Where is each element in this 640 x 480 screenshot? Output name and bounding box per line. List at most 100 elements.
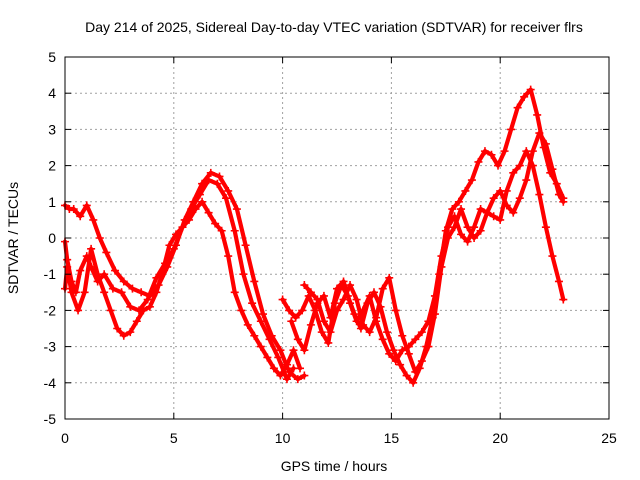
y-tick-label: 5: [48, 49, 56, 65]
data-point: [300, 371, 309, 380]
data-point: [424, 342, 433, 351]
data-point: [232, 205, 241, 214]
data-point: [535, 129, 544, 138]
data-point: [372, 313, 381, 322]
data-point: [126, 302, 135, 311]
data-point: [213, 179, 222, 188]
data-point: [76, 212, 85, 221]
data-point: [224, 252, 233, 261]
data-point: [385, 349, 394, 358]
data-point: [509, 168, 518, 177]
data-point: [80, 288, 89, 297]
data-point: [269, 364, 278, 373]
data-point: [106, 306, 115, 315]
data-point: [95, 234, 104, 242]
data-point: [480, 147, 489, 156]
data-point: [496, 215, 505, 224]
data-point: [198, 179, 207, 188]
data-point: [117, 288, 126, 297]
data-point: [476, 226, 485, 235]
data-point: [154, 281, 163, 290]
data-point: [391, 306, 400, 315]
data-point: [339, 277, 348, 286]
data-point: [211, 219, 220, 228]
data-point: [215, 172, 224, 181]
data-point: [293, 335, 302, 344]
data-point: [383, 328, 392, 337]
data-point: [263, 353, 272, 362]
data-point: [189, 197, 198, 206]
x-tick-label: 5: [170, 430, 178, 446]
data-point: [457, 205, 466, 214]
data-point: [417, 357, 426, 366]
chart-title: Day 214 of 2025, Sidereal Day-to-day VTE…: [85, 19, 583, 35]
y-axis-label: SDTVAR / TECUs: [5, 182, 21, 294]
data-point: [237, 306, 246, 315]
x-tick-label: 15: [384, 430, 400, 446]
data-point: [259, 310, 268, 319]
data-point: [396, 360, 405, 369]
data-point: [198, 197, 207, 206]
data-point: [243, 320, 252, 329]
data-point: [391, 357, 400, 366]
axes: 0 5 10 15 20 25 -5 -4 -3 -2 -1 0 1 2 3 4 5: [44, 49, 617, 446]
data-point: [108, 284, 117, 293]
data-point: [285, 367, 294, 376]
data-point: [171, 241, 180, 250]
data-point: [276, 346, 285, 355]
data-point: [76, 266, 85, 275]
data-point: [128, 284, 137, 293]
data-point: [554, 190, 563, 199]
x-axis-label: GPS time / hours: [281, 458, 388, 474]
data-point: [291, 313, 300, 322]
data-point: [126, 328, 135, 337]
data-point: [69, 205, 78, 214]
data-point: [398, 346, 407, 355]
data-point: [74, 306, 83, 315]
data-point: [102, 248, 111, 257]
data-point: [250, 277, 259, 286]
data-point: [437, 262, 446, 271]
data-point: [430, 310, 439, 319]
data-point: [300, 281, 309, 290]
data-point: [289, 346, 298, 355]
x-tick-label: 25: [601, 430, 617, 446]
data-point: [206, 168, 215, 177]
data-point: [443, 234, 452, 242]
data-point: [300, 346, 309, 355]
x-tick-label: 20: [492, 430, 508, 446]
data-point: [365, 328, 374, 337]
data-point: [248, 299, 257, 308]
data-point: [548, 252, 557, 261]
data-point: [217, 226, 226, 235]
data-point: [282, 375, 291, 384]
data-point: [496, 186, 505, 195]
data-point: [520, 92, 529, 101]
data-point: [554, 277, 563, 286]
data-point: [559, 197, 568, 206]
y-tick-label: -5: [44, 411, 57, 427]
data-point: [293, 375, 302, 384]
data-point: [533, 110, 542, 119]
data-point: [93, 270, 102, 279]
data-point: [398, 331, 407, 340]
data-point: [352, 317, 361, 326]
data-point: [222, 194, 231, 203]
data-point: [515, 194, 524, 203]
data-point: [63, 255, 72, 264]
data-point: [163, 262, 172, 271]
data-point: [470, 234, 479, 242]
data-point: [424, 317, 433, 326]
data-point: [274, 353, 283, 362]
series-track-f: [302, 130, 566, 374]
data-point: [298, 306, 307, 315]
data-point: [463, 237, 472, 246]
data-point: [82, 201, 91, 210]
data-point: [528, 147, 537, 156]
data-point: [454, 197, 463, 206]
y-tick-label: 4: [48, 85, 56, 101]
data-point: [457, 230, 466, 239]
data-point: [476, 205, 485, 214]
data-point: [365, 291, 374, 300]
data-point: [285, 306, 294, 315]
